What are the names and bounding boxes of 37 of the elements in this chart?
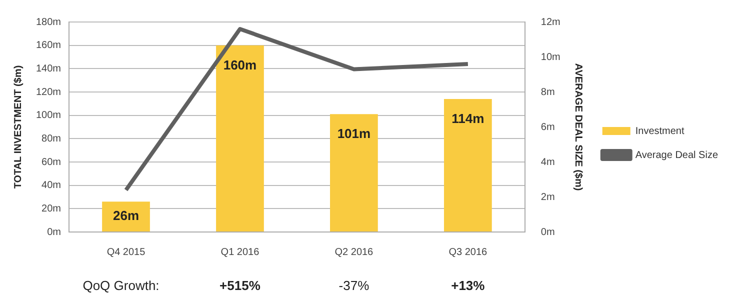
text: -37% — [338, 278, 370, 294]
y2-axis-title: AVERAGE DEAL SIZE ($m) — [572, 63, 584, 191]
bar — [102, 202, 150, 232]
legend-label: Investment — [635, 126, 684, 137]
x-tick-label: Q3 2016 — [448, 246, 488, 258]
legend-label: Average Deal Size — [635, 150, 718, 161]
text: +13% — [451, 278, 486, 294]
y2-tick-label: 0m — [540, 226, 555, 238]
data-label: 26m — [112, 208, 140, 223]
y-tick-label: 160m — [36, 40, 62, 52]
x-tick-label: Q2 2016 — [334, 246, 374, 258]
y-tick-label: 0m — [47, 226, 62, 238]
text: +515% — [220, 278, 261, 294]
y-tick-label: 140m — [36, 63, 62, 74]
y-tick-label: 80m — [42, 133, 62, 144]
y2-tick-label: 10m — [540, 52, 560, 63]
y-axis-title: TOTAL INVESTMENT ($m) — [12, 65, 24, 189]
y-tick-label: 180m — [36, 16, 62, 28]
bar — [444, 99, 492, 232]
data-label: 101m — [337, 126, 371, 142]
y-tick-label: 100m — [36, 110, 62, 122]
bar — [330, 114, 378, 232]
y2-tick-label: 12m — [540, 16, 560, 28]
y-tick-label: 120m — [36, 86, 62, 98]
y-tick-label: 60m — [42, 156, 62, 168]
data-label: 160m — [223, 57, 257, 72]
y-tick-label: 20m — [42, 203, 62, 214]
y2-tick-label: 8m — [540, 86, 555, 98]
y2-tick-label: 2m — [540, 192, 555, 203]
y2-tick-label: 6m — [540, 122, 555, 133]
y-tick-label: 40m — [42, 180, 62, 192]
bar — [216, 45, 264, 232]
data-label: 114m — [452, 111, 484, 126]
text: QoQ Growth: — [82, 278, 160, 294]
x-tick-label: Q4 2015 — [106, 246, 146, 258]
x-tick-label: Q1 2016 — [220, 246, 260, 258]
y2-tick-label: 4m — [540, 156, 555, 168]
